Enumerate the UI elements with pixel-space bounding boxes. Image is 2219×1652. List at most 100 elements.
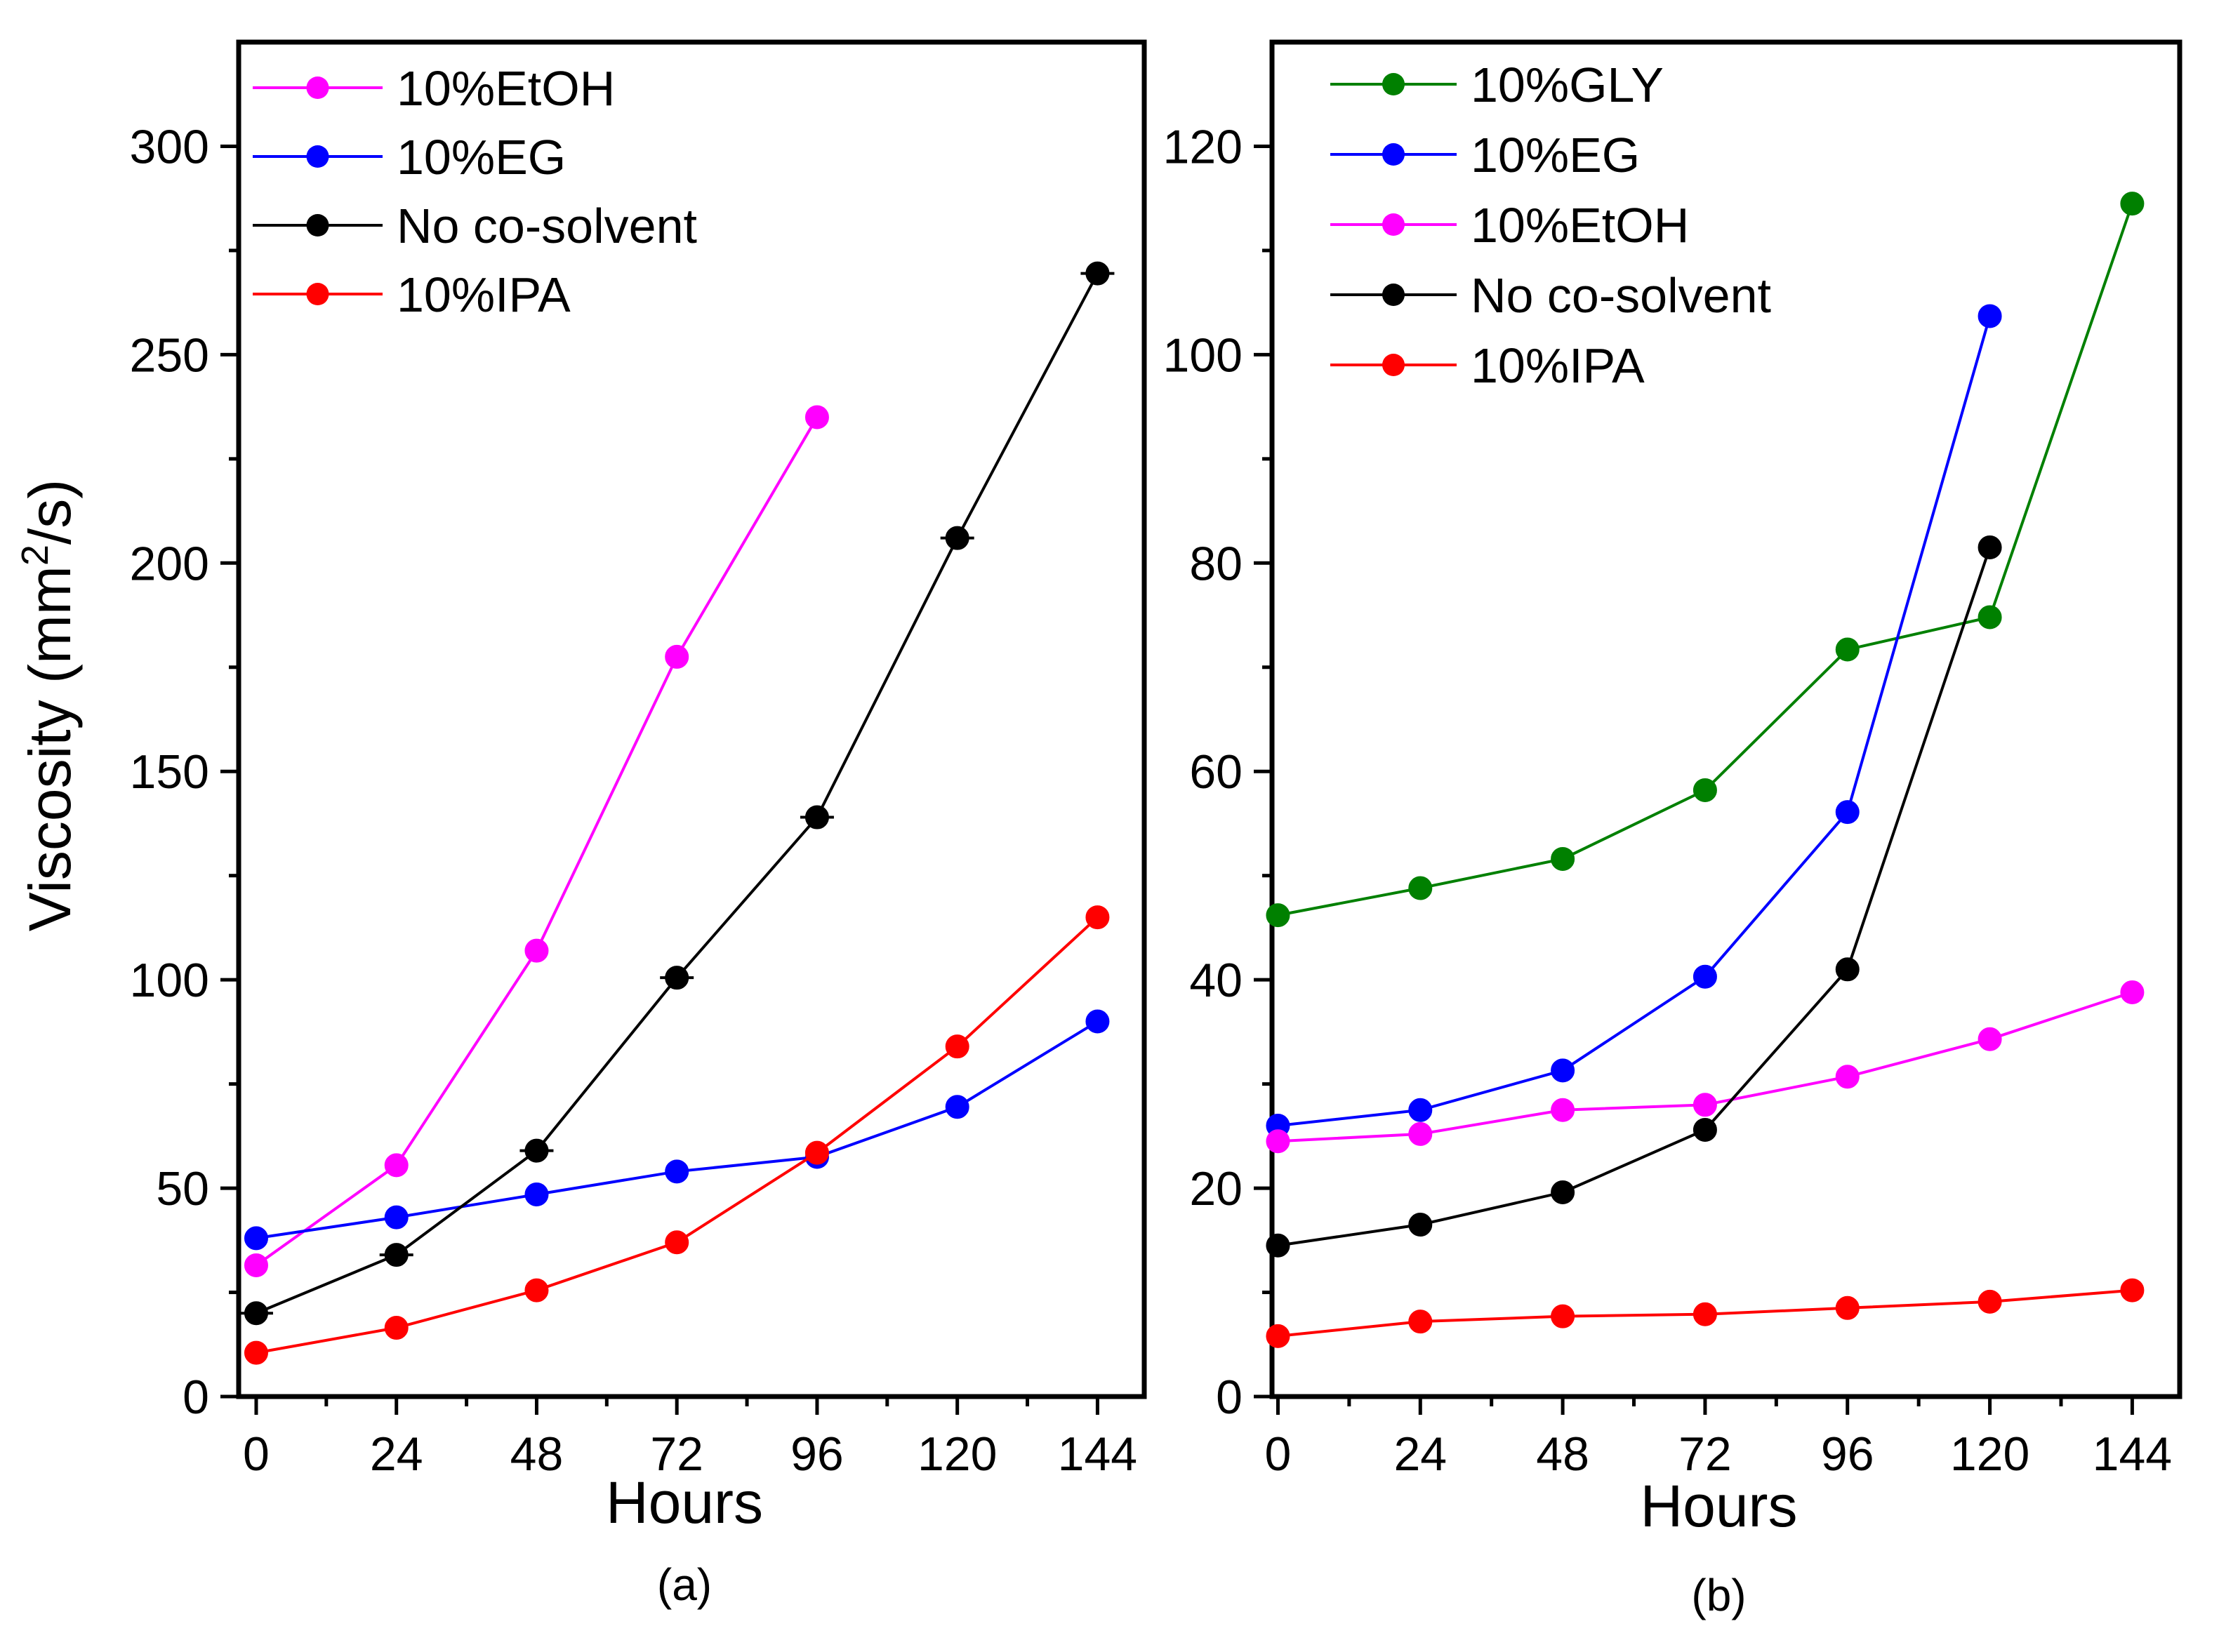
panel-b-x-tick-label: 72 [1678, 1427, 1732, 1481]
panel-a-legend-label: 10%EtOH [397, 61, 615, 116]
panel-b-x-tick-label: 24 [1393, 1427, 1447, 1481]
panel-a-data-point [384, 1153, 409, 1178]
panel-a-plot-frame [236, 39, 1147, 1399]
panel-b-data-point [1266, 1233, 1290, 1258]
panel-a-legend-label: 10%EG [397, 130, 566, 185]
panel-b-data-point [1978, 1027, 2002, 1051]
panel-a-data-point [945, 1095, 969, 1119]
panel-b-data-point [1978, 535, 2002, 560]
panel-a-data-point [244, 1301, 268, 1326]
panel-b-x-tick-label: 144 [2093, 1427, 2172, 1481]
panel-b-y-tick-label: 60 [1189, 745, 1243, 799]
panel-b-data-point [1408, 1098, 1433, 1122]
panel-a-y-tick-label: 250 [130, 328, 209, 382]
panel-b-data-point [1408, 1213, 1433, 1237]
panel-a-y-tick-label: 200 [130, 537, 209, 590]
panel-b-series-line [1278, 547, 1992, 1247]
panel-a-legend-marker [306, 76, 329, 99]
panel-b-data-point [1835, 637, 1860, 662]
panel-b-x-tick-label: 120 [1950, 1427, 2029, 1481]
panel-a-data-point [244, 1253, 268, 1277]
panel-b-data-point [1978, 1289, 2002, 1314]
panel-b-legend-marker [1382, 143, 1405, 166]
panel-a-x-tick-label: 0 [243, 1427, 270, 1481]
panel-a-chart: 0 24 48 72 96 120 144 0 50 100 150 200 250 300 10%EtOH… [14, 39, 1147, 1610]
panel-b-data-point [1978, 605, 2002, 630]
panel-b-legend-marker [1382, 73, 1405, 95]
panel-a-y-tick-label: 300 [130, 120, 209, 173]
panel-a-data-point [1085, 261, 1110, 286]
panel-b-data-point [2120, 1278, 2145, 1303]
panel-b-data-point [1693, 778, 1717, 802]
panel-b-data-point [1551, 1098, 1575, 1122]
panel-a-data-point [384, 1316, 409, 1340]
panel-b-x-tick-label: 0 [1265, 1427, 1292, 1481]
panel-a-data-point [665, 644, 689, 669]
panel-a-data-point [804, 805, 829, 830]
panel-b-data-point [1551, 1058, 1575, 1083]
panel-b-legend-marker [1382, 354, 1405, 376]
panel-b-data-point [1693, 964, 1717, 989]
panel-a-legend-label: 10%IPA [397, 267, 571, 322]
panel-b-panel-label: (b) [1691, 1570, 1746, 1620]
panel-a-data-point [945, 1034, 969, 1059]
panel-a-y-tick-label: 150 [130, 745, 209, 799]
panel-b-y-tick-label: 20 [1189, 1162, 1243, 1215]
panel-b-legend-label: 10%GLY [1471, 58, 1664, 112]
panel-a-x-tick-label: 24 [370, 1427, 423, 1481]
panel-a-legend-label: No co-solvent [397, 199, 697, 253]
panel-b-y-tick-label: 40 [1189, 954, 1243, 1007]
panel-b-data-point [2120, 980, 2145, 1004]
panel-a-series-line [255, 416, 819, 1267]
panel-b-chart: 0 24 48 72 96 120 144 0 20 40 60 80 100 120 10%GLY 10%E… [1163, 39, 2182, 1620]
panel-b-legend-marker [1382, 213, 1405, 236]
panel-b-legend-label: No co-solvent [1471, 268, 1771, 323]
panel-a-series-line [256, 1020, 1099, 1240]
panel-b-legend-marker [1382, 284, 1405, 306]
panel-b-data-point [1551, 1304, 1575, 1328]
panel-a-series-line [256, 272, 1099, 1315]
panel-b-plot-frame [1269, 39, 2182, 1399]
panel-b-y-tick-label: 0 [1216, 1371, 1243, 1424]
panel-a-panel-label: (a) [657, 1559, 712, 1610]
panel-a-legend-marker [306, 145, 329, 168]
panel-b-data-point [1835, 800, 1860, 825]
panel-b-x-tick-label: 48 [1536, 1427, 1589, 1481]
panel-b-data-point [1835, 1295, 1860, 1320]
panel-b-data-point [1835, 1065, 1860, 1089]
panel-a-x-tick-label: 96 [790, 1427, 844, 1481]
panel-a-data-point [524, 1138, 549, 1163]
panel-a-y-axis-title-tail: /s) [17, 479, 83, 545]
panel-b-x-tick-label: 96 [1821, 1427, 1874, 1481]
panel-b-data-point [1693, 1117, 1717, 1142]
panel-a-data-point [804, 1140, 829, 1165]
panel-a-y-axis-title-superscript: 2 [14, 545, 56, 566]
panel-b-data-point [1693, 1302, 1717, 1326]
panel-a-data-point [524, 1278, 549, 1303]
panel-a-data-point [384, 1243, 409, 1267]
panel-b-data-point [1266, 1129, 1290, 1154]
panel-b-data-point [1408, 1310, 1433, 1334]
panel-b-data-point [1551, 846, 1575, 871]
panel-b-data-point [1835, 957, 1860, 982]
panel-a-x-tick-label: 48 [510, 1427, 564, 1481]
panel-a-data-point [1085, 905, 1110, 930]
panel-b-x-axis-title: Hours [1640, 1473, 1797, 1539]
panel-a-x-tick-label: 144 [1058, 1427, 1137, 1481]
panel-a-y-tick-label: 0 [183, 1371, 209, 1424]
panel-b-data-point [1408, 876, 1433, 900]
panel-a-y-axis-title-main: Viscosity (mm [17, 566, 83, 931]
panel-a-x-tick-label: 120 [918, 1427, 997, 1481]
panel-b-data-point [1266, 1324, 1290, 1348]
panel-b-y-tick-label: 80 [1189, 537, 1243, 590]
panel-b-series-line [1278, 315, 1992, 1127]
panel-a-x-tick-label: 72 [650, 1427, 703, 1481]
panel-a-data-point [524, 938, 549, 963]
panel-a-data-point [244, 1340, 268, 1365]
panel-a-y-axis-title: Viscosity (mm2/s) [14, 479, 83, 932]
panel-b-data-point [1978, 304, 2002, 328]
panel-b-data-point [1693, 1093, 1717, 1117]
panel-a-y-tick-label: 50 [156, 1162, 209, 1215]
panel-b-data-point [1408, 1121, 1433, 1146]
panel-b-legend-label: 10%EtOH [1471, 198, 1689, 253]
